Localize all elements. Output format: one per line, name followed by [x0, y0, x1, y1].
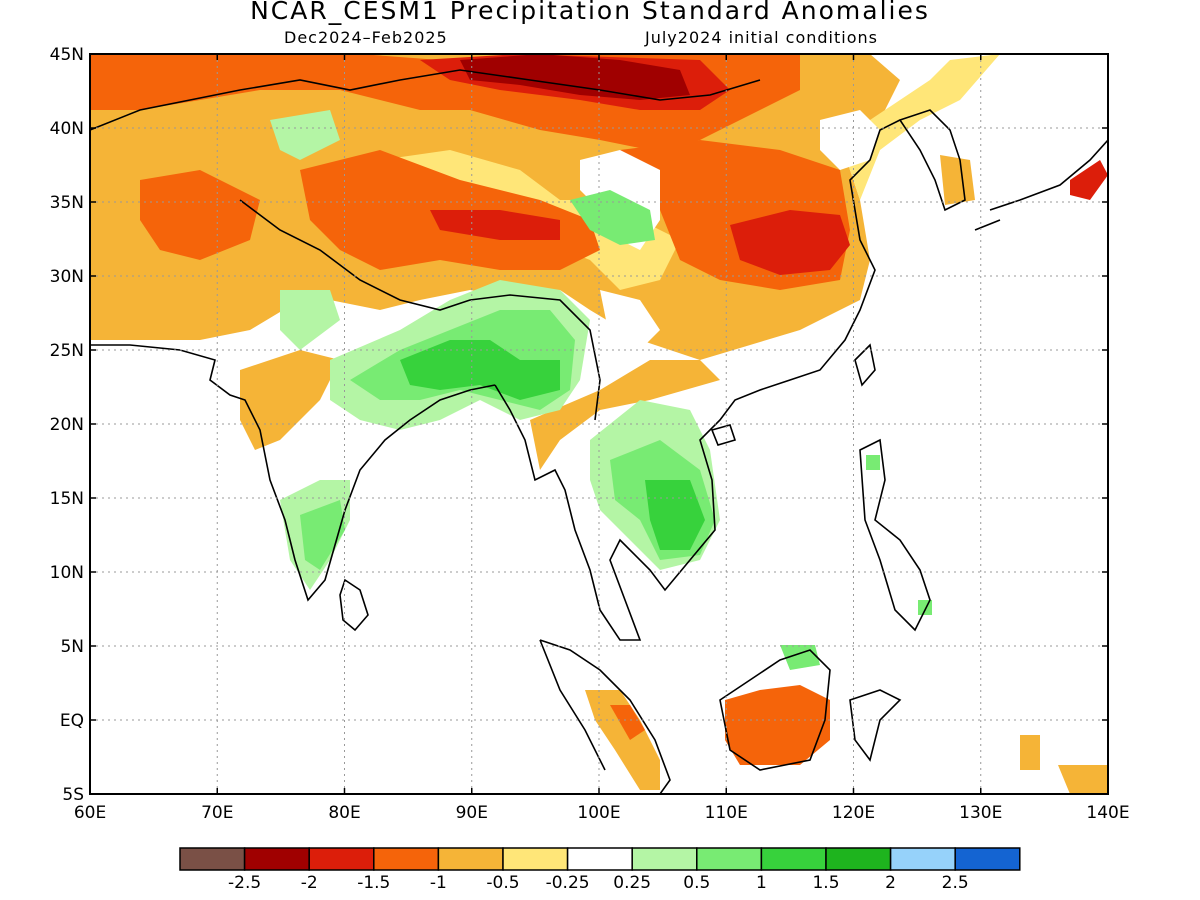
anomaly-region-moderate-wet [866, 455, 880, 470]
lon-tick-label: 60E [74, 803, 106, 823]
colorbar-label: -1.5 [357, 873, 390, 893]
lon-tick-label: 110E [705, 803, 748, 823]
colorbar-swatch [825, 847, 892, 871]
lat-tick-label: 5N [60, 637, 84, 657]
anomaly-region-slight-wet [280, 290, 340, 350]
colorbar-label: -2.5 [228, 873, 261, 893]
lat-tick-label: 30N [50, 267, 84, 287]
anomaly-region-strong-dry [430, 210, 560, 240]
anomaly-region-moderate-dry [530, 360, 720, 470]
colorbar-swatch [566, 847, 633, 871]
lat-tick-label: 20N [50, 415, 84, 435]
colorbar-swatch [243, 847, 310, 871]
colorbar-label: 2 [885, 873, 896, 893]
lat-tick-label: 45N [50, 45, 84, 65]
lon-tick-label: 120E [832, 803, 875, 823]
coastline-philippines [859, 438, 931, 632]
coastline-taiwan-hainan [710, 343, 876, 446]
colorbar-label: 1 [756, 873, 767, 893]
axis-ticks [89, 53, 1109, 795]
lon-tick-label: 130E [959, 803, 1002, 823]
coastline-korea [898, 109, 966, 212]
anomaly-region-moderate-wet [780, 645, 820, 670]
colorbar-label: 0.5 [683, 873, 710, 893]
colorbar-swatch [437, 847, 504, 871]
colorbar-label: -2 [301, 873, 318, 893]
colorbar-swatch [179, 847, 246, 871]
coastline-myanmar-indochina [494, 119, 901, 641]
coastlines [90, 69, 1108, 794]
colorbar-swatch [889, 847, 956, 871]
colorbar-label: -0.5 [486, 873, 519, 893]
colorbar-label: 1.5 [812, 873, 839, 893]
anomaly-region-neutral [820, 110, 880, 170]
anomaly-region-moderate-dry [585, 690, 660, 790]
lat-tick-label: 40N [50, 119, 84, 139]
colorbar-swatch [502, 847, 569, 871]
colorbar-label: -0.25 [546, 873, 590, 893]
coastline-india [90, 344, 496, 602]
anomaly-region-moderate-wet [570, 190, 655, 245]
lat-tick-label: 25N [50, 341, 84, 361]
lat-tick-label: EQ [60, 711, 84, 731]
anomaly-region-slight-dry [840, 54, 1000, 200]
colorbar-swatch [631, 847, 698, 871]
anomaly-region-strong-dry [1070, 160, 1108, 200]
colorbar-swatch [308, 847, 375, 871]
colorbar-labels: -2.5 -2 -1.5 -1 -0.5 -0.25 0.25 0.5 1 1.5 2 2.5 [228, 873, 969, 893]
lat-tick-label: 35N [50, 193, 84, 213]
coastline-sri-lanka [339, 578, 369, 632]
colorbar-label: -1 [430, 873, 447, 893]
gridlines [90, 54, 1108, 794]
colorbar-swatch [760, 847, 827, 871]
initial-conditions-label: July2024 initial conditions [645, 28, 878, 47]
colorbar-label: 2.5 [942, 873, 969, 893]
coastline-sumatra [539, 639, 671, 794]
lon-tick-label: 70E [201, 803, 233, 823]
season-label: Dec2024–Feb2025 [284, 28, 448, 47]
anomaly-region-moderate-dry [940, 155, 975, 205]
anomaly-region-dry [725, 685, 830, 765]
lat-tick-label: 5S [62, 785, 84, 805]
colorbar-swatch [696, 847, 763, 871]
lat-tick-label: 10N [50, 563, 84, 583]
anomaly-region-moderate-wet [300, 500, 345, 570]
coastline-borneo [719, 649, 831, 771]
colorbar-swatch [373, 847, 440, 871]
border-himalaya [239, 199, 601, 421]
coastline-japan [974, 139, 1108, 231]
anomaly-region-very-strong-dry [460, 54, 690, 100]
anomaly-region-moderate-dry [240, 350, 340, 450]
anomaly-region-moderate-wet [918, 600, 932, 615]
colorbar-label: 0.25 [613, 873, 651, 893]
anomaly-region-dry [140, 170, 260, 260]
lon-tick-label: 80E [328, 803, 360, 823]
lat-tick-label: 15N [50, 489, 84, 509]
colorbar [179, 847, 1021, 871]
anomaly-region-strong-dry [730, 210, 850, 275]
lon-tick-label: 90E [456, 803, 488, 823]
anomaly-region-moderate-dry [1058, 765, 1108, 794]
colorbar-swatch [954, 847, 1021, 871]
anomaly-field [90, 54, 1108, 794]
border-central-asia [90, 69, 761, 131]
anomaly-region-wet [400, 340, 560, 400]
lon-tick-label: 140E [1086, 803, 1129, 823]
anomaly-region-moderate-dry [1020, 735, 1040, 770]
axis-labels: 60E 70E 80E 90E 100E 110E 120E 130E 140E 45N 40N 35… [50, 45, 1130, 823]
anomaly-region-dry [610, 705, 645, 740]
anomaly-region-slight-wet [270, 110, 340, 160]
anomaly-region-neutral [600, 290, 660, 350]
lon-tick-label: 100E [577, 803, 620, 823]
chart-title: NCAR_CESM1 Precipitation Standard Anomal… [250, 0, 930, 25]
coastline-sulawesi [849, 689, 902, 762]
